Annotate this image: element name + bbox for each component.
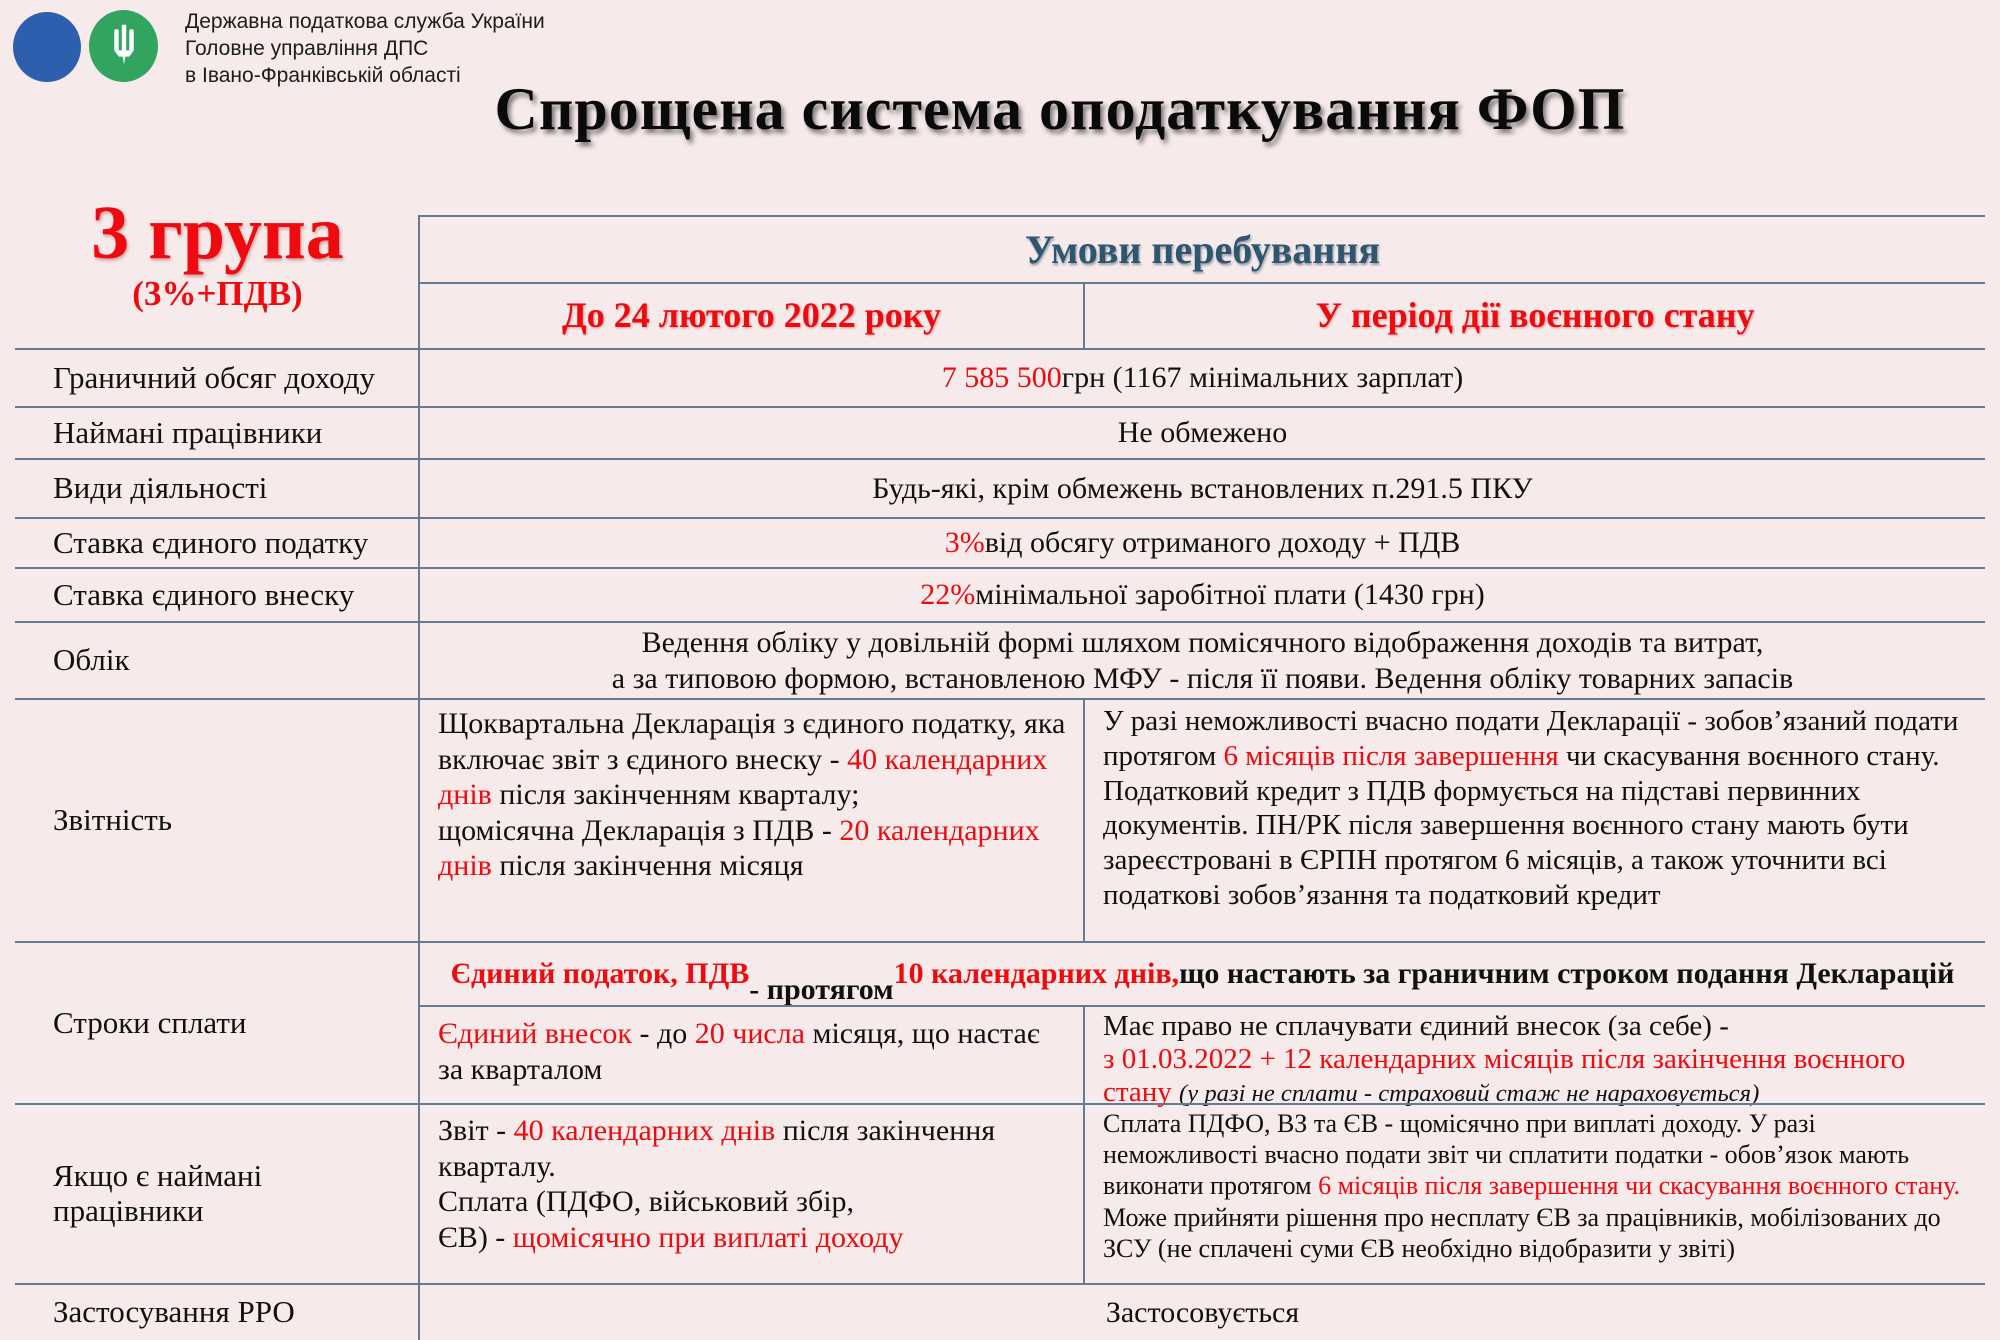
org-text: Державна податкова служба України Головн… — [185, 8, 545, 89]
reporting-war-period-cell: У разі неможливості вчасно подати Деклар… — [1085, 698, 1985, 941]
row-label-reporting: Звітність — [15, 698, 420, 941]
row-label-accounting: Облік — [15, 621, 420, 698]
row-label-employees: Наймані працівники — [15, 406, 420, 458]
with-employees-before-war-cell: Звіт - 40 календарних днів після закінче… — [420, 1103, 1085, 1283]
page-title: Спрощена система оподаткування ФОП — [494, 76, 1626, 142]
row-label-payment-terms: Строки сплати — [15, 941, 420, 1103]
reporting-before-war-cell: Щоквартальна Декларація з єдиного податк… — [420, 698, 1085, 941]
group-block: 3 група (3%+ПДВ) — [15, 163, 420, 345]
row-label-single-contribution-rate: Ставка єдиного внеску — [15, 567, 420, 621]
row-label-rro: Застосування РРО — [15, 1283, 420, 1340]
row-label-activities: Види діяльності — [15, 458, 420, 517]
column-header-before-war: До 24 лютого 2022 року — [420, 282, 1085, 348]
row-value-single-contribution-rate: 22% мінімальної заробітної плати (1430 г… — [420, 567, 1985, 621]
tax-conditions-table: Умови перебування До 24 лютого 2022 року… — [15, 215, 1985, 1340]
row-value-rro: Застосовується — [420, 1283, 1985, 1340]
column-header-war-period: У період дії воєнного стану — [1085, 282, 1985, 348]
row-value-accounting: Ведення обліку у довільній формі шляхом … — [420, 621, 1985, 698]
trident-glyph — [113, 24, 134, 65]
row-value-income-limit: 7 585 500 грн (1167 мінімальних зарплат) — [420, 348, 1985, 406]
trident-icon — [89, 10, 158, 82]
row-label-with-employees: Якщо є наймані працівники — [15, 1103, 420, 1283]
row-label-single-tax-rate: Ставка єдиного податку — [15, 517, 420, 567]
row-label-income-limit: Граничний обсяг доходу — [15, 348, 420, 406]
row-value-employees: Не обмежено — [420, 406, 1985, 458]
org-line-1: Державна податкова служба України — [185, 10, 545, 33]
row-value-single-tax-rate: 3% від обсягу отриманого доходу + ПДВ — [420, 517, 1985, 567]
payment-terms-merged-cell: Єдиний податок, ПДВ - протягом 10 календ… — [420, 941, 1985, 1005]
group-subtitle: (3%+ПДВ) — [132, 273, 303, 313]
conditions-header: Умови перебування — [420, 215, 1985, 282]
payment-terms-before-war-cell: Єдиний внесок - до 20 числа місяця, що н… — [420, 1005, 1085, 1103]
header-empty-cell — [15, 215, 420, 348]
group-name: 3 група — [91, 190, 344, 275]
dps-logo-icon — [13, 12, 81, 82]
payment-terms-war-period-cell: Має право не сплачувати єдиний внесок (з… — [1085, 1005, 1985, 1108]
with-employees-war-period-cell: Сплата ПДФО, ВЗ та ЄВ - щомісячно при ви… — [1085, 1103, 1985, 1283]
org-line-3: в Івано-Франківській області — [185, 64, 461, 87]
org-line-2: Головне управління ДПС — [185, 37, 429, 60]
row-value-activities: Будь-які, крім обмежень встановлених п.2… — [420, 458, 1985, 517]
org-header: Державна податкова служба України Головн… — [0, 0, 2000, 110]
